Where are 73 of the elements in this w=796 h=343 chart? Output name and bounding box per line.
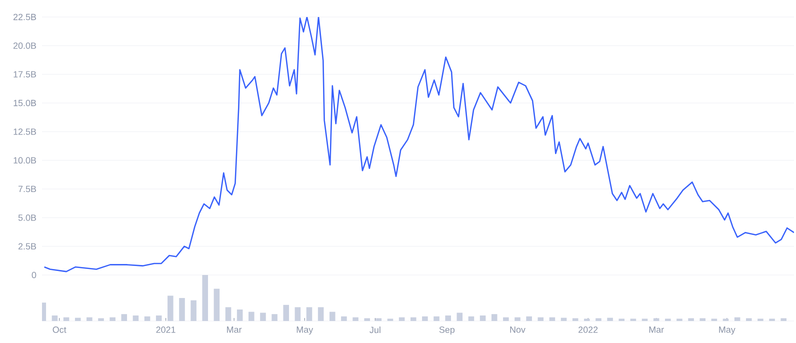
x-tick-label: 2022 (578, 326, 598, 333)
bar (491, 314, 498, 321)
x-tick-label: Mar (227, 326, 242, 333)
bar (607, 318, 613, 321)
bar (445, 315, 451, 321)
bar (468, 316, 474, 321)
bar (398, 317, 405, 321)
bar (52, 315, 58, 321)
bar (74, 318, 81, 321)
bar (434, 316, 440, 321)
bar (410, 317, 416, 321)
y-tick-label: 7.5B (18, 186, 36, 192)
bar (503, 317, 509, 321)
bar (318, 307, 324, 321)
y-tick-label: 0 (32, 272, 36, 278)
bar (214, 288, 220, 321)
x-tick-label: Sep (439, 326, 455, 335)
bar (121, 314, 128, 321)
bar (144, 316, 150, 321)
y-tick-label: 2.5B (18, 243, 36, 250)
y-tick-label: 10.0B (14, 157, 36, 164)
bar (596, 318, 602, 321)
bar (202, 275, 208, 321)
bar (283, 304, 290, 321)
bar (376, 318, 382, 321)
bar (422, 316, 428, 321)
bar (98, 318, 104, 321)
y-tick-label: 20.0B (14, 42, 36, 49)
bar (272, 314, 278, 321)
bar (86, 317, 92, 321)
x-tick-label: May (719, 326, 736, 335)
x-tick-label: Nov (510, 326, 526, 333)
x-tick-label: Mar (649, 326, 664, 333)
x-tick-label: Jul (370, 326, 380, 334)
bar (653, 318, 660, 321)
bar (168, 296, 174, 321)
bar (63, 317, 70, 321)
bar (456, 312, 463, 321)
bar (780, 318, 786, 321)
bar (236, 310, 243, 321)
bar (746, 318, 752, 321)
bar (156, 315, 162, 321)
bar (341, 316, 347, 321)
y-tick-label: 12.5B (14, 128, 36, 135)
bar (688, 318, 694, 321)
bar (480, 315, 486, 321)
bar (538, 317, 544, 321)
x-tick-label: May (296, 326, 314, 335)
x-tick-label: 2021 (156, 326, 176, 333)
bar (700, 318, 706, 321)
bar (260, 312, 266, 321)
y-tick-label: 15.0B (14, 100, 36, 106)
bar (352, 317, 358, 321)
bar (132, 315, 139, 321)
bar (734, 317, 740, 321)
line-series (44, 16, 794, 272)
bar (306, 307, 312, 321)
bar (330, 312, 336, 321)
x-tick-label: Oct (52, 326, 66, 333)
bar (190, 300, 196, 321)
bar (364, 318, 370, 321)
y-tick-label: 5.0B (18, 214, 36, 221)
bar (179, 298, 185, 321)
bar (549, 317, 556, 321)
bar (294, 307, 301, 321)
y-tick-label: 17.5B (14, 71, 36, 78)
bar (526, 316, 532, 321)
bar (248, 312, 254, 321)
bar (514, 317, 520, 321)
bar (225, 307, 232, 321)
bar (110, 317, 116, 321)
y-tick-label: 22.5B (14, 14, 36, 20)
bar (572, 318, 578, 321)
